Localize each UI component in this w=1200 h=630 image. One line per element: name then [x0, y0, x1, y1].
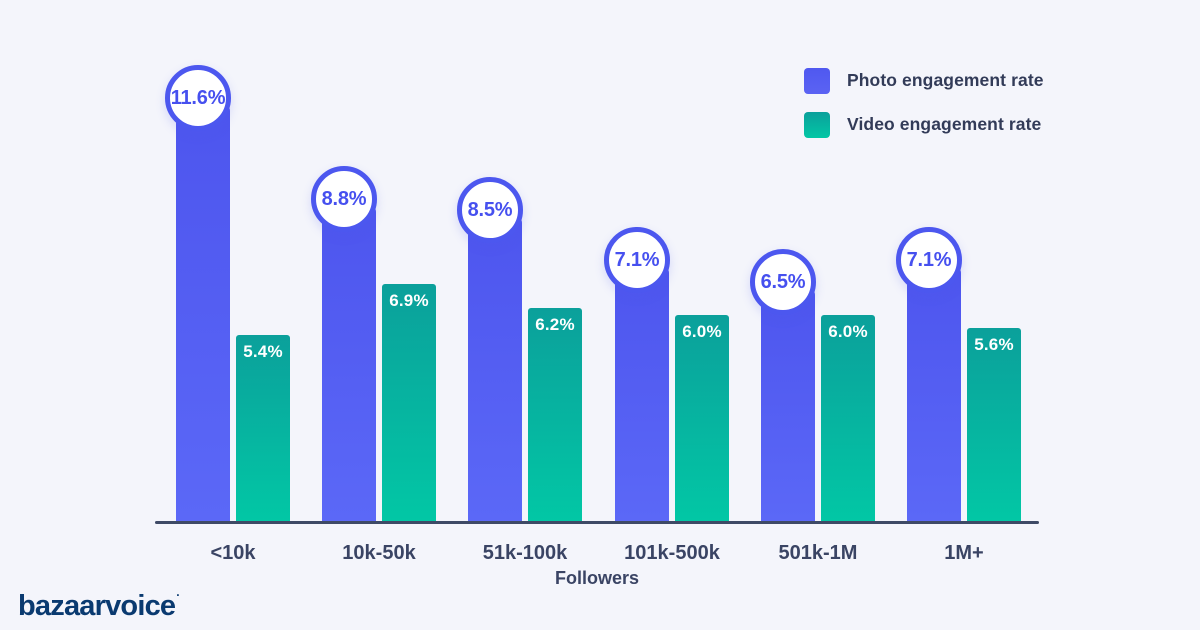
legend-item-photo: Photo engagement rate	[804, 67, 1044, 94]
video-value-label: 6.2%	[535, 315, 575, 334]
video-bar: 5.4%	[236, 335, 290, 521]
photo-bar	[468, 215, 522, 521]
video-legend-label: Video engagement rate	[847, 114, 1042, 134]
x-tick-label: 51k-100k	[482, 542, 568, 564]
bazaarvoice-logo: bazaarvoice·	[18, 588, 180, 622]
photo-value-text: 11.6%	[170, 86, 226, 109]
photo-value-bubble: 8.8%	[311, 166, 377, 232]
video-bar: 6.0%	[675, 315, 729, 521]
photo-value-text: 7.1%	[906, 248, 952, 271]
photo-value-bubble: 7.1%	[896, 227, 962, 293]
legend: Photo engagement rate Video engagement r…	[804, 67, 1044, 155]
video-value-label: 6.0%	[828, 322, 868, 341]
video-bar: 6.2%	[528, 308, 582, 521]
legend-item-video: Video engagement rate	[804, 111, 1044, 138]
photo-bar	[907, 265, 961, 521]
x-tick-label: 1M+	[944, 542, 984, 564]
photo-value-text: 7.1%	[614, 248, 660, 271]
photo-value-text: 8.5%	[467, 198, 513, 221]
video-value-label: 5.4%	[243, 342, 283, 361]
photo-bar	[615, 265, 669, 521]
video-value-label: 5.6%	[974, 335, 1014, 354]
photo-bar	[761, 287, 815, 521]
photo-value-bubble: 6.5%	[750, 249, 816, 315]
video-bar: 6.9%	[382, 284, 436, 521]
video-bar: 5.6%	[967, 328, 1021, 521]
x-tick-label: <10k	[210, 542, 256, 564]
x-tick-label: 101k-500k	[624, 542, 720, 564]
video-bar: 6.0%	[821, 315, 875, 521]
x-tick-label: 10k-50k	[342, 542, 416, 564]
photo-bar	[176, 103, 230, 521]
photo-bar	[322, 204, 376, 521]
video-value-label: 6.0%	[682, 322, 722, 341]
x-axis-line	[155, 521, 1039, 524]
photo-legend-swatch	[804, 67, 830, 94]
photo-value-bubble: 11.6%	[165, 65, 231, 131]
x-tick-label: 501k-1M	[778, 542, 858, 564]
photo-legend-label: Photo engagement rate	[847, 70, 1044, 90]
photo-value-text: 6.5%	[760, 270, 806, 293]
photo-value-bubble: 7.1%	[604, 227, 670, 293]
video-value-label: 6.9%	[389, 291, 429, 310]
video-legend-swatch	[804, 111, 830, 138]
photo-value-text: 8.8%	[321, 187, 367, 210]
trademark-mark: ·	[176, 588, 180, 602]
x-axis-title: Followers	[554, 568, 639, 588]
photo-value-bubble: 8.5%	[457, 177, 523, 243]
